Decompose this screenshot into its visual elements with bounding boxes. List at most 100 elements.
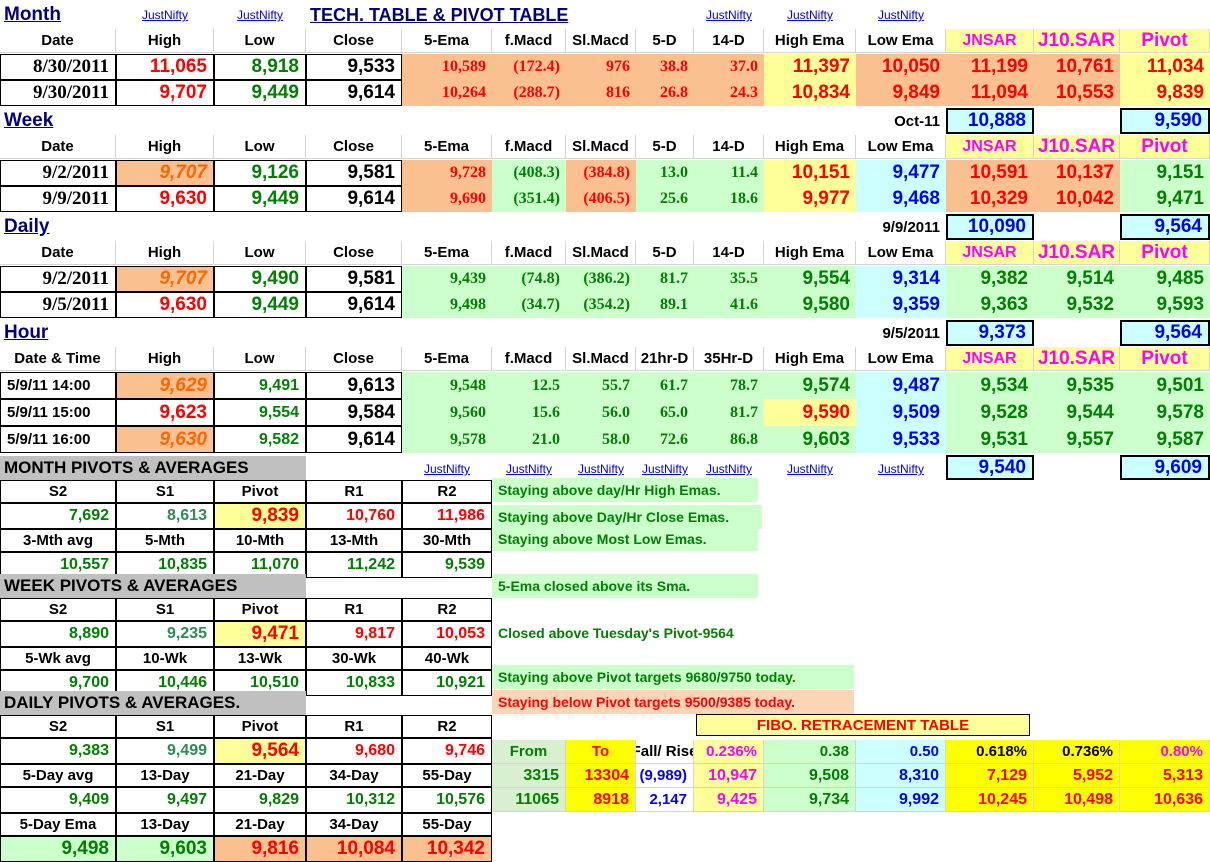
pivot-value: 9,409 <box>0 787 116 813</box>
cell-hour-ema5: 9,548 <box>402 372 492 399</box>
fibo-value: 11065 <box>492 788 566 812</box>
header-low: Low <box>214 29 306 53</box>
fibo-header: 0.50 <box>856 740 946 764</box>
pivot-value: 10,921 <box>402 670 492 696</box>
cell-week-high: 9,630 <box>116 186 214 212</box>
header-d14: 14-D <box>694 29 764 53</box>
pivot-header: Pivot <box>214 715 306 738</box>
justnifty-link[interactable]: JustNifty <box>236 8 283 22</box>
pivot-header: R1 <box>306 480 402 503</box>
cell-month-slmacd: 816 <box>566 80 636 106</box>
header-j10sar: J10.SAR <box>1034 29 1120 53</box>
cell-daily-jnsar: 9,382 <box>946 266 1034 292</box>
message: Staying above Day/Hr Close Emas. <box>492 505 762 529</box>
cell-hour-hr21: 72.6 <box>636 426 694 453</box>
cell-hour-datetime: 5/9/11 14:00 <box>0 372 116 399</box>
cell-week-high: 9,707 <box>116 160 214 186</box>
cell-daily-fmacd: (74.8) <box>492 266 566 292</box>
justnifty-link[interactable]: JustNifty <box>705 8 752 22</box>
fibo-header: 0.618% <box>946 740 1034 764</box>
justnifty-link[interactable]: JustNifty <box>641 462 688 476</box>
fibo-header: From <box>492 740 566 764</box>
cell-daily-date: 9/5/2011 <box>0 292 116 318</box>
footer-pivot: 9,609 <box>1120 455 1210 480</box>
cell-daily-d14: 41.6 <box>694 292 764 318</box>
pivot-value: 9,829 <box>214 787 306 813</box>
justnifty-link[interactable]: JustNifty <box>505 462 552 476</box>
cell-daily-pivot: 9,593 <box>1120 292 1210 318</box>
cell-hour-pivot: 9,501 <box>1120 372 1210 399</box>
cell-month-fmacd: (288.7) <box>492 80 566 106</box>
cell-month-jnsar: 11,199 <box>946 54 1034 80</box>
pivot-value: 10,576 <box>402 787 492 813</box>
justnifty-link[interactable]: JustNifty <box>705 462 752 476</box>
cell-month-close: 9,614 <box>306 80 402 106</box>
cell-hour-slmacd: 58.0 <box>566 426 636 453</box>
cell-hour-hr35: 78.7 <box>694 372 764 399</box>
justnifty-link[interactable]: JustNifty <box>877 462 924 476</box>
fibo-value: 10,947 <box>694 764 764 788</box>
cell-hour-low: 9,554 <box>214 399 306 426</box>
header-low: Low <box>214 135 306 159</box>
cell-week-date: 9/9/2011 <box>0 186 116 212</box>
pivot-header: S2 <box>0 598 116 621</box>
pivot-value: 9,498 <box>0 836 116 862</box>
cell-hour-high: 9,629 <box>116 372 214 399</box>
header-ema5: 5-Ema <box>402 135 492 159</box>
cell-hour-fmacd: 21.0 <box>492 426 566 453</box>
pivot-header: S1 <box>116 598 214 621</box>
justnifty-link[interactable]: JustNifty <box>577 462 624 476</box>
message: Closed above Tuesday's Pivot-9564 <box>498 625 734 641</box>
cell-hour-hr35: 81.7 <box>694 399 764 426</box>
header-jnsar: JNSAR <box>946 347 1034 371</box>
header-j10sar: J10.SAR <box>1034 241 1120 265</box>
justnifty-link[interactable]: JustNifty <box>423 462 470 476</box>
cell-daily-high: 9,707 <box>116 266 214 292</box>
justnifty-link[interactable]: JustNifty <box>786 8 833 22</box>
header-fmacd: f.Macd <box>492 241 566 265</box>
header-ema5: 5-Ema <box>402 29 492 53</box>
cell-month-d14: 24.3 <box>694 80 764 106</box>
fibo-header: 0.736% <box>1034 740 1120 764</box>
message: Staying above Most Low Emas. <box>492 527 758 551</box>
fibo-value: (9,989) <box>636 764 694 788</box>
cell-hour-slmacd: 55.7 <box>566 372 636 399</box>
cell-month-ema5: 10,589 <box>402 54 492 80</box>
header-close: Close <box>306 347 402 371</box>
fibo-value: 10,636 <box>1120 788 1210 812</box>
cell-hour-datetime: 5/9/11 15:00 <box>0 399 116 426</box>
fibo-value: 10,245 <box>946 788 1034 812</box>
cell-week-highema: 10,151 <box>764 160 856 186</box>
pivot-header: 13-Day <box>116 764 214 787</box>
footer-jnsar: 9,540 <box>946 455 1034 480</box>
pivot-header: S2 <box>0 715 116 738</box>
cell-hour-low: 9,491 <box>214 372 306 399</box>
cell-hour-datetime: 5/9/11 16:00 <box>0 426 116 453</box>
footer-pivot: 9,564 <box>1120 214 1210 240</box>
cell-month-highema: 11,397 <box>764 54 856 80</box>
pivot-header: 5-Mth <box>116 529 214 552</box>
justnifty-link[interactable]: JustNifty <box>877 8 924 22</box>
pivot-title-daily: DAILY PIVOTS & AVERAGES. <box>0 691 306 715</box>
fibo-title: FIBO. RETRACEMENT TABLE <box>696 714 1030 736</box>
cell-daily-slmacd: (386.2) <box>566 266 636 292</box>
pivot-value: 9,603 <box>116 836 214 862</box>
justnifty-link[interactable]: JustNifty <box>786 462 833 476</box>
pivot-header: 40-Wk <box>402 647 492 670</box>
header-datetime: Date & Time <box>0 347 116 371</box>
fibo-value: 10,498 <box>1034 788 1120 812</box>
fibo-header: 0.236% <box>694 740 764 764</box>
fibo-header: 0.38 <box>764 740 856 764</box>
pivot-header: S1 <box>116 715 214 738</box>
cell-hour-hr21: 61.7 <box>636 372 694 399</box>
cell-week-pivot: 9,151 <box>1120 160 1210 186</box>
cell-week-highema: 9,977 <box>764 186 856 212</box>
header-lowema: Low Ema <box>856 135 946 159</box>
cell-hour-lowema: 9,533 <box>856 426 946 453</box>
header-jnsar: JNSAR <box>946 135 1034 159</box>
header-jnsar: JNSAR <box>946 29 1034 53</box>
cell-week-fmacd: (351.4) <box>492 186 566 212</box>
justnifty-link[interactable]: JustNifty <box>141 8 188 22</box>
pivot-header: 5-Day Ema <box>0 813 116 836</box>
message: Staying above Pivot targets 9680/9750 to… <box>492 665 854 689</box>
